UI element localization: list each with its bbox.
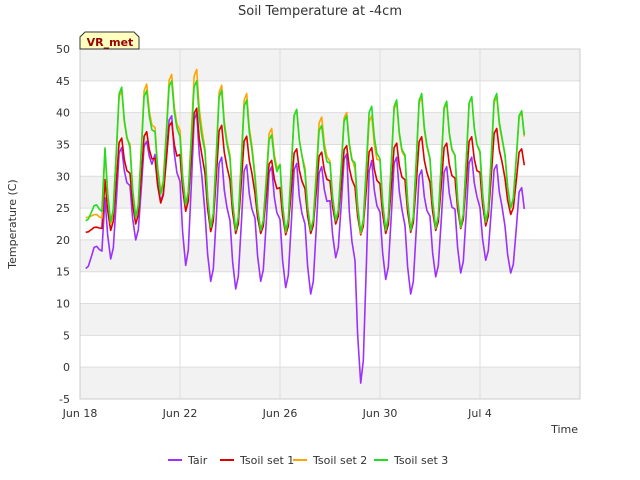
x-tick-label: Jun 30 [362, 407, 398, 420]
annotation-label: VR_met [87, 36, 134, 49]
series-lines [85, 68, 526, 384]
x-tick-label: Jun 26 [262, 407, 298, 420]
plot-frame [79, 48, 581, 400]
legend-label: Tsoil set 2 [312, 454, 367, 467]
plot-band [80, 49, 580, 81]
legend: Tair Tsoil set 1 Tsoil set 2 Tsoil set 3 [168, 454, 448, 467]
y-axis-ticks: -5 0 5 10 15 20 25 30 35 40 45 50 [56, 43, 70, 406]
series-line-tsoil-set-3 [85, 80, 526, 234]
x-axis-label: Time [550, 423, 578, 436]
y-tick-label: 5 [63, 329, 70, 342]
plot-band [80, 271, 580, 304]
y-tick-label: 50 [56, 43, 70, 56]
y-tick-label: 45 [56, 75, 70, 88]
annotation-box [79, 31, 140, 50]
plot-band [80, 239, 580, 272]
series-line-tsoil-set-1 [85, 107, 526, 236]
y-tick-label: -5 [59, 393, 70, 406]
legend-label: Tair [187, 454, 208, 467]
y-tick-label: 15 [56, 266, 70, 279]
plot-band [80, 303, 580, 336]
x-axis-ticks: Jun 18 Jun 22 Jun 26 Jun 30 Jul 4 [62, 407, 492, 420]
plot-band [80, 335, 580, 368]
legend-label: Tsoil set 3 [393, 454, 448, 467]
chart-title: Soil Temperature at -4cm [238, 4, 402, 19]
legend-label: Tsoil set 1 [239, 454, 294, 467]
plot-band [80, 80, 580, 113]
plot-band [80, 208, 580, 240]
y-tick-label: 20 [56, 234, 70, 247]
y-tick-label: 25 [56, 202, 70, 215]
x-tick-label: Jun 18 [62, 407, 98, 420]
y-axis-label: Temperature (C) [6, 179, 19, 269]
plot-band [80, 367, 580, 399]
y-tick-label: 30 [56, 170, 70, 183]
x-tick-label: Jul 4 [467, 407, 492, 420]
station-annotation: VR_met [79, 31, 140, 50]
x-tick-label: Jun 22 [162, 407, 198, 420]
y-tick-label: 40 [56, 107, 70, 120]
y-tick-label: 0 [63, 361, 70, 374]
y-tick-label: 35 [56, 138, 70, 151]
y-tick-label: 10 [56, 298, 70, 311]
